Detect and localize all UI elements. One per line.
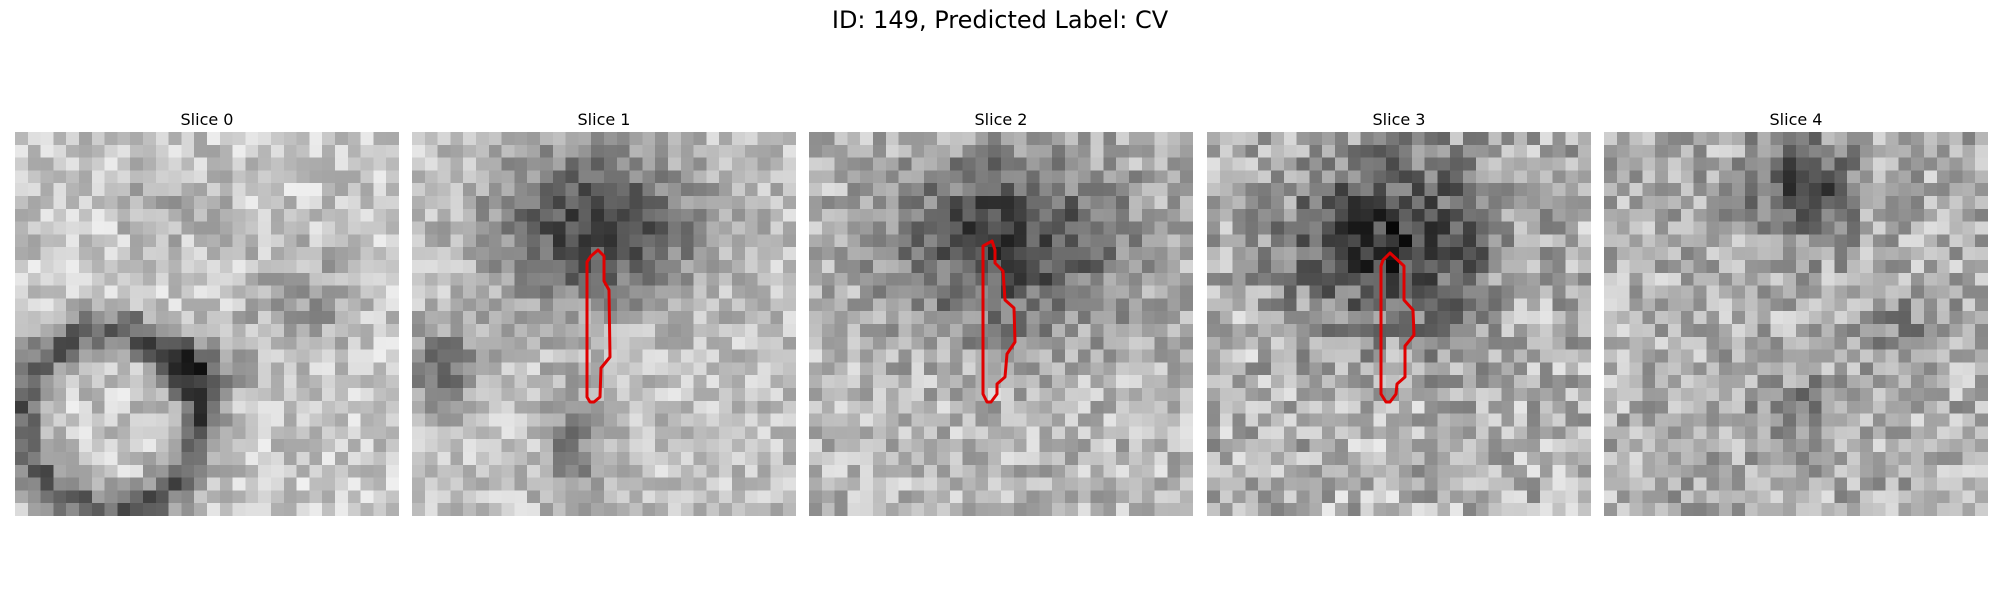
slice-image — [1604, 132, 1988, 516]
segmentation-contour — [1379, 251, 1416, 404]
contour-overlay — [585, 248, 612, 404]
slice-panel-0: Slice 0 — [15, 108, 399, 516]
slice-panel-1: Slice 1 — [412, 108, 796, 516]
grayscale-tile — [15, 132, 399, 516]
slice-image — [412, 132, 796, 516]
slice-image — [15, 132, 399, 516]
slice-title: Slice 4 — [1769, 110, 1823, 129]
slice-panel-4: Slice 4 — [1604, 108, 1988, 516]
slice-image — [1207, 132, 1591, 516]
contour-overlay — [981, 239, 1017, 404]
grayscale-tile — [809, 132, 1193, 516]
segmentation-contour — [981, 239, 1017, 404]
grayscale-tile — [412, 132, 796, 516]
slice-panel-3: Slice 3 — [1207, 108, 1591, 516]
figure-title: ID: 149, Predicted Label: CV — [831, 6, 1169, 34]
slice-panel-2: Slice 2 — [809, 108, 1193, 516]
slice-title: Slice 2 — [974, 110, 1028, 129]
slice-title: Slice 1 — [577, 110, 631, 129]
slice-title: Slice 3 — [1372, 110, 1426, 129]
contour-overlay — [1379, 251, 1416, 404]
grayscale-tile — [1604, 132, 1988, 516]
slice-title: Slice 0 — [180, 110, 234, 129]
segmentation-contour — [585, 248, 612, 404]
grayscale-tile — [1207, 132, 1591, 516]
slice-image — [809, 132, 1193, 516]
